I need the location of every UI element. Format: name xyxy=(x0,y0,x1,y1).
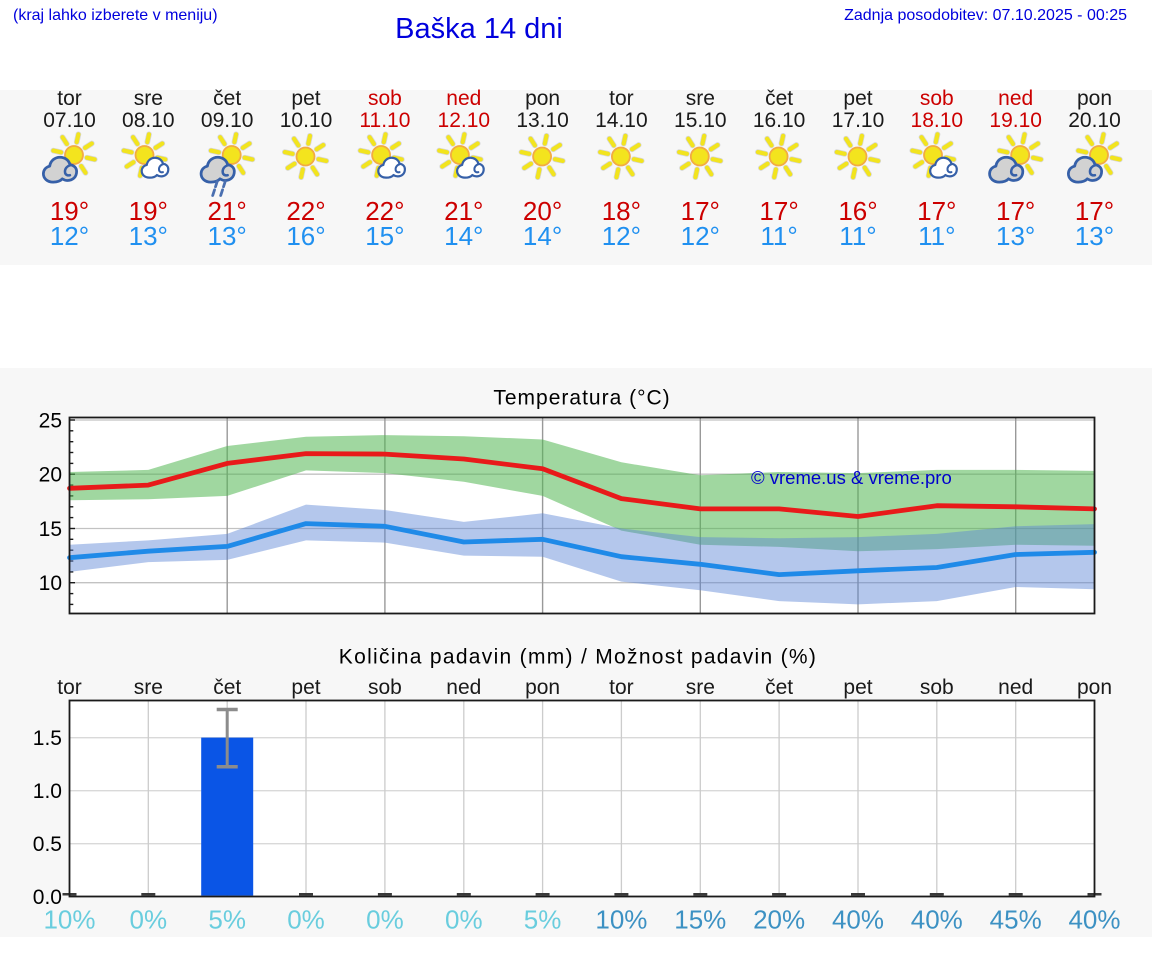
svg-text:sre: sre xyxy=(686,676,715,699)
svg-text:tor: tor xyxy=(609,676,634,699)
svg-text:pon: pon xyxy=(525,676,560,699)
svg-text:ned: ned xyxy=(446,676,481,699)
svg-text:15%: 15% xyxy=(674,905,726,935)
svg-text:sob: sob xyxy=(920,676,954,699)
svg-text:10%: 10% xyxy=(595,905,647,935)
svg-text:pet: pet xyxy=(291,676,320,699)
svg-text:čet: čet xyxy=(213,676,241,699)
svg-text:40%: 40% xyxy=(832,905,884,935)
svg-text:Temperatura (°C): Temperatura (°C) xyxy=(493,387,670,410)
svg-text:45%: 45% xyxy=(990,905,1042,935)
svg-text:0%: 0% xyxy=(130,905,168,935)
svg-text:pon: pon xyxy=(1077,676,1112,699)
svg-text:čet: čet xyxy=(765,676,793,699)
svg-text:0%: 0% xyxy=(366,905,404,935)
svg-text:20%: 20% xyxy=(753,905,805,935)
svg-text:15: 15 xyxy=(39,518,62,541)
svg-text:1.0: 1.0 xyxy=(33,780,62,803)
svg-text:sre: sre xyxy=(134,676,163,699)
svg-text:40%: 40% xyxy=(1068,905,1120,935)
svg-text:5%: 5% xyxy=(524,905,562,935)
svg-text:10: 10 xyxy=(39,572,62,595)
svg-text:0%: 0% xyxy=(287,905,325,935)
svg-text:1.5: 1.5 xyxy=(33,727,62,750)
svg-text:40%: 40% xyxy=(911,905,963,935)
svg-text:ned: ned xyxy=(998,676,1033,699)
svg-text:10%: 10% xyxy=(43,905,95,935)
svg-text:tor: tor xyxy=(57,676,82,699)
svg-text:sob: sob xyxy=(368,676,402,699)
svg-text:0.0: 0.0 xyxy=(33,886,62,909)
svg-text:0.5: 0.5 xyxy=(33,833,62,856)
svg-text:5%: 5% xyxy=(208,905,246,935)
svg-text:pet: pet xyxy=(843,676,872,699)
svg-text:© vreme.us & vreme.pro: © vreme.us & vreme.pro xyxy=(751,467,952,488)
svg-text:0%: 0% xyxy=(445,905,483,935)
svg-text:20: 20 xyxy=(39,464,62,487)
svg-text:25: 25 xyxy=(39,410,62,433)
svg-text:Količina padavin (mm) / Možnos: Količina padavin (mm) / Možnost padavin … xyxy=(339,646,817,669)
